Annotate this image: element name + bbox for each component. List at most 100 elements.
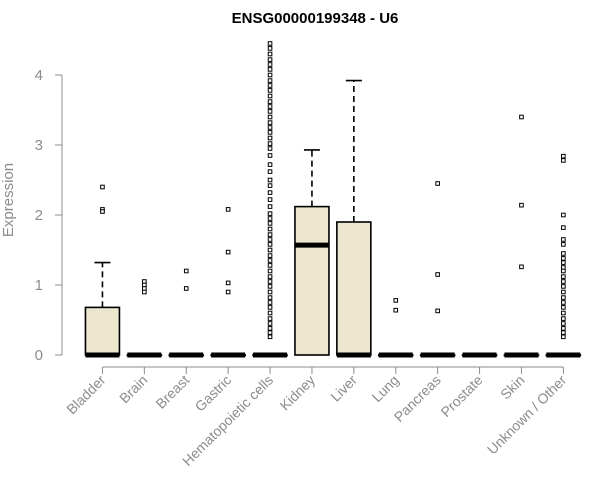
outlier-point xyxy=(267,93,273,99)
outlier-point xyxy=(267,334,273,340)
outlier-point xyxy=(561,330,566,335)
outlier-point xyxy=(267,237,273,242)
x-tick-label: Unknown / Other xyxy=(484,372,570,458)
outlier-point xyxy=(519,202,524,208)
outlier-point xyxy=(267,141,273,146)
outlier-point xyxy=(225,249,231,255)
box-group xyxy=(294,149,330,356)
outlier-point xyxy=(561,310,566,316)
outlier-point xyxy=(561,212,566,218)
outlier-point xyxy=(267,211,273,216)
box-group xyxy=(210,207,246,358)
outlier-point xyxy=(561,251,566,256)
outlier-point xyxy=(267,146,273,151)
outlier-point xyxy=(267,46,273,51)
outlier-point xyxy=(561,326,566,331)
outlier-point xyxy=(100,184,105,190)
chart-title: ENSG00000199348 - U6 xyxy=(232,10,399,27)
outlier-point xyxy=(142,289,147,295)
outlier-point xyxy=(267,226,273,232)
outlier-point xyxy=(267,51,273,57)
x-tick-label: Skin xyxy=(497,372,528,403)
axes: 0 1 2 3 4 xyxy=(35,67,564,374)
outlier-point xyxy=(267,242,273,247)
outlier-point xyxy=(267,268,273,274)
outlier-point xyxy=(267,258,273,263)
outlier-point xyxy=(267,88,273,93)
outlier-point xyxy=(183,268,189,274)
outlier-point xyxy=(267,99,273,104)
outlier-point xyxy=(561,289,566,295)
outlier-point xyxy=(267,62,273,67)
outlier-point xyxy=(267,125,273,130)
outlier-point xyxy=(267,190,273,195)
outlier-point xyxy=(267,310,273,316)
box-group xyxy=(503,114,540,358)
box-group xyxy=(377,298,414,358)
outlier-point xyxy=(561,300,566,305)
box xyxy=(84,306,121,356)
y-tick-label: 3 xyxy=(35,137,43,154)
outlier-point xyxy=(267,135,273,141)
outlier-point xyxy=(519,264,524,270)
x-tick-label: Pancreas xyxy=(391,372,444,425)
outlier-point xyxy=(561,268,566,274)
outlier-point xyxy=(267,295,273,300)
outlier-point xyxy=(267,330,273,335)
outlier-point xyxy=(561,284,566,289)
box-group xyxy=(461,352,498,358)
outlier-point xyxy=(267,162,273,167)
box xyxy=(336,221,372,356)
outlier-point xyxy=(561,295,566,300)
outlier-point xyxy=(267,326,273,331)
y-tick-label: 2 xyxy=(35,207,43,224)
outlier-point xyxy=(267,247,273,253)
outlier-point xyxy=(267,109,273,114)
outlier-point xyxy=(267,130,273,135)
box-group xyxy=(545,153,582,358)
x-tick-label: Breast xyxy=(152,372,192,412)
outlier-point xyxy=(267,57,273,62)
box-group xyxy=(84,184,121,358)
outlier-point xyxy=(267,263,273,268)
outlier-point xyxy=(267,41,273,46)
outlier-point xyxy=(267,279,273,284)
outlier-point xyxy=(393,307,399,313)
y-tick-label: 1 xyxy=(35,277,43,294)
box-group xyxy=(126,279,163,358)
outlier-point xyxy=(267,114,273,120)
outlier-point xyxy=(561,321,566,326)
outlier-point xyxy=(267,183,273,188)
outlier-point xyxy=(267,169,273,174)
outlier-point xyxy=(267,78,273,83)
outlier-point xyxy=(435,181,440,186)
x-tick-label: Kidney xyxy=(276,372,318,414)
outlier-point xyxy=(561,279,566,284)
outlier-point xyxy=(267,221,273,226)
outlier-point xyxy=(267,284,273,289)
outlier-point xyxy=(267,216,273,221)
outlier-point xyxy=(267,204,273,209)
box-group xyxy=(252,41,288,358)
outlier-point xyxy=(267,67,273,72)
outlier-point xyxy=(267,232,273,237)
y-axis-label: Expression xyxy=(0,163,17,237)
outlier-point xyxy=(267,274,273,279)
outlier-point xyxy=(519,114,524,120)
outlier-point xyxy=(225,207,231,212)
outlier-point xyxy=(561,242,566,247)
outlier-point xyxy=(435,308,440,314)
outlier-point xyxy=(183,286,189,291)
plot-area xyxy=(84,41,582,358)
y-tick-label: 4 xyxy=(35,67,43,84)
outlier-point xyxy=(100,209,105,214)
box-group xyxy=(336,79,372,358)
outlier-point xyxy=(561,316,566,321)
x-tick-label: Prostate xyxy=(437,372,485,420)
outlier-point xyxy=(561,260,566,265)
outlier-point xyxy=(561,274,566,279)
box-group xyxy=(168,268,205,358)
x-tick-label: Bladder xyxy=(63,372,109,418)
outlier-point xyxy=(267,153,273,158)
